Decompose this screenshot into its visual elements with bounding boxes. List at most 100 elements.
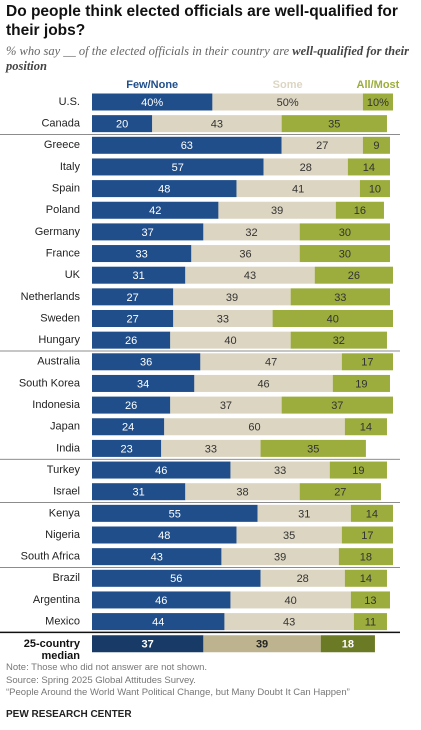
bar-segment [218,201,336,219]
value-label: 11 [365,617,376,629]
value-label: 39 [226,292,238,304]
bar-segment [341,353,393,371]
value-label: 14 [360,422,372,434]
value-label: 42 [149,205,161,217]
value-label: 34 [137,378,149,390]
bar-segment [194,374,333,392]
bar-segment [92,266,186,284]
bar-segment [92,331,171,349]
bar-segment [341,526,393,544]
bar-segment [299,245,390,263]
subtitle-text: % who say __ of the elected officials in… [6,44,293,58]
bar-segment [92,569,261,587]
value-label: 60 [248,422,260,434]
median-value-label: 18 [342,639,354,651]
bar-segment [290,288,390,306]
bar-segment [230,591,351,609]
category-label: India [56,442,81,454]
organization: PEW RESEARCH CENTER [6,709,132,720]
value-label: 10% [367,97,389,109]
bar-segment [335,201,384,219]
value-label: 50% [277,97,299,109]
value-label: 33 [205,443,217,455]
median-segment [92,635,204,653]
value-label: 10 [369,184,381,196]
value-label: 39 [274,552,286,564]
bar-segment [299,483,381,501]
bar-segment [314,266,393,284]
bar-segment [350,591,390,609]
value-label: 56 [170,573,182,585]
value-label: 33 [274,465,286,477]
category-label: Nigeria [45,529,81,541]
bar-segment [152,115,282,133]
bar-segment [92,613,225,631]
value-label: 17 [361,357,373,369]
value-label: 31 [133,487,145,499]
legend-label: All/Most [357,79,400,91]
value-label: 57 [172,162,184,174]
value-label: 19 [352,465,364,477]
value-label: 26 [125,400,137,412]
bar-segment [299,223,390,241]
bar-segment [191,245,300,263]
value-label: 24 [122,422,134,434]
bar-segment [92,396,171,414]
value-label: 35 [328,119,340,131]
bar-segment [92,158,264,176]
notes: Note: Those who did not answer are not s… [6,662,350,700]
value-label: 30 [339,227,351,239]
bar-segment [92,310,174,327]
bar-segment [257,504,351,522]
bar-segment [329,461,387,479]
bar-segment [212,93,363,111]
value-label: 14 [363,162,375,174]
value-label: 41 [292,184,304,196]
value-label: 9 [373,140,379,152]
category-label: UK [65,269,81,281]
value-label: 43 [283,617,295,629]
legend-label: Few/None [126,79,178,91]
bar-segment [161,439,261,457]
value-label: 33 [217,313,229,325]
bar-segment [92,591,231,609]
value-label: 17 [361,530,373,542]
bar-segment [281,136,363,154]
bar-segment [344,569,387,587]
bar-segment [170,331,291,349]
bar-segment [362,136,390,154]
bar-segment [203,223,300,241]
value-label: 18 [360,552,372,564]
bar-segment [347,158,390,176]
bar-segment [92,201,219,219]
value-label: 27 [316,140,328,152]
value-label: 26 [125,335,137,347]
bar-segment [92,115,153,133]
value-label: 27 [334,487,346,499]
bar-segment [359,180,390,198]
bar-segment [281,115,387,133]
value-label: 28 [297,573,309,585]
bar-segment [92,180,237,198]
bar-segment [221,548,339,566]
median-value-label: 39 [256,639,268,651]
bar-segment [200,353,342,371]
category-label: South Africa [21,551,81,563]
value-label: 27 [127,292,139,304]
value-label: 55 [169,508,181,520]
category-label: Italy [60,161,81,173]
bar-segment [236,526,342,544]
value-label: 39 [271,205,283,217]
bar-segment [185,266,315,284]
median-label: 25-country median [24,638,81,662]
value-label: 35 [283,530,295,542]
value-label: 48 [158,184,170,196]
bar-segment [230,461,330,479]
bar-segment [362,93,393,111]
value-label: 13 [364,595,376,607]
bar-segment [92,374,195,392]
value-label: 38 [236,487,248,499]
source: Source: Spring 2025 Global Attitudes Sur… [6,674,196,686]
value-label: 40 [224,335,236,347]
